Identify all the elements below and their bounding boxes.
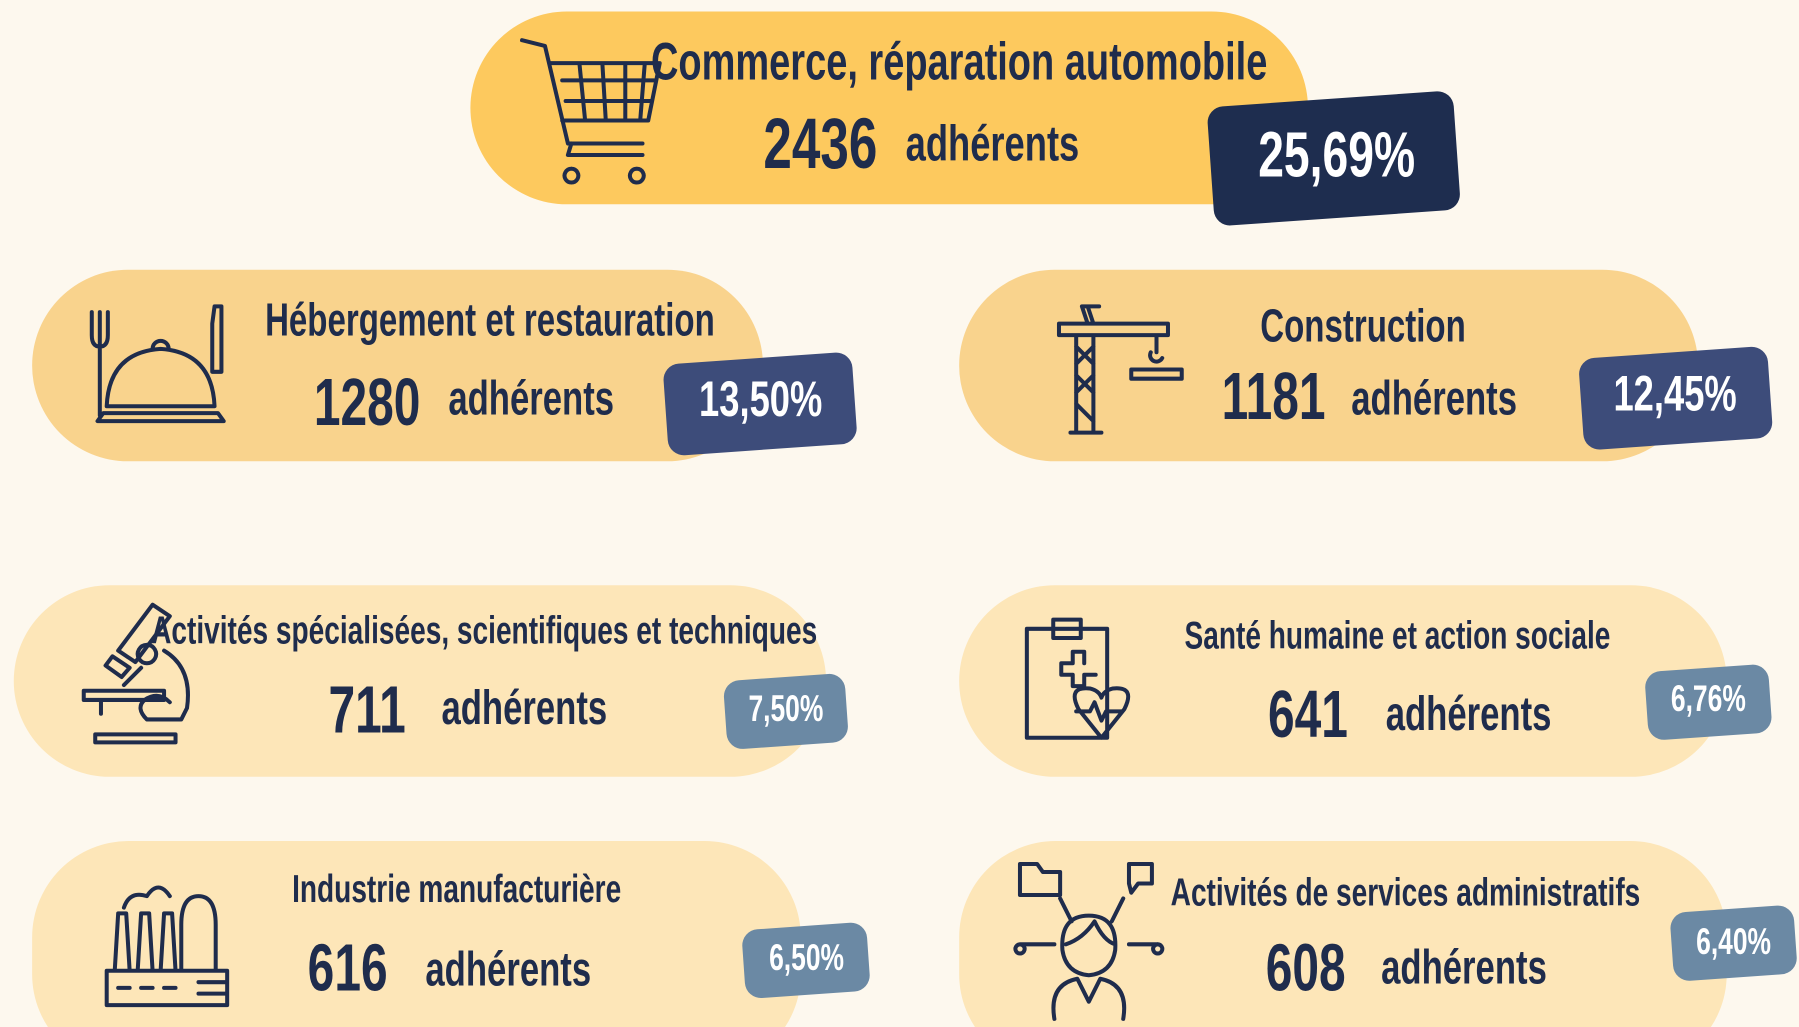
icon xyxy=(81,602,190,745)
percent-badge xyxy=(742,922,870,998)
percent-label-wrap: 12,45% xyxy=(1613,366,1736,422)
percent-label: 13,50% xyxy=(699,371,822,427)
member-unit: adhérents xyxy=(1386,686,1552,740)
icon xyxy=(520,38,662,185)
percent-label-wrap: 6,76% xyxy=(1671,678,1746,719)
percent-label: 6,76% xyxy=(1671,678,1746,719)
member-unit-wrap: adhérents xyxy=(906,116,1080,172)
member-count-wrap: 608 xyxy=(1266,932,1346,1005)
sector-card: Hébergement et restauration 1280 adhérents… xyxy=(32,269,857,462)
member-unit: adhérents xyxy=(448,371,614,425)
percent-badge xyxy=(1207,91,1460,226)
percent-label-wrap: 13,50% xyxy=(699,371,822,427)
member-count: 711 xyxy=(328,674,405,747)
member-unit-wrap: adhérents xyxy=(1386,686,1552,740)
member-unit: adhérents xyxy=(441,681,607,735)
icon xyxy=(1024,617,1131,740)
sector-card: Industrie manufacturière 616 adhérents 6,50… xyxy=(32,841,870,1027)
badge-box xyxy=(1670,905,1797,981)
badge-box xyxy=(1207,91,1460,226)
sector-label-wrap: Hébergement et restauration xyxy=(265,296,715,346)
member-count: 616 xyxy=(308,932,388,1005)
member-unit-wrap: adhérents xyxy=(1351,371,1517,425)
sector-label: Activités spécialisées, scientifiques et… xyxy=(151,609,817,653)
badge-box xyxy=(742,922,870,998)
sector-card: Activités spécialisées, scientifiques et… xyxy=(13,585,848,777)
sector-card: Activités de services administratifs 608 a… xyxy=(959,841,1797,1027)
member-count-wrap: 2436 xyxy=(763,105,877,184)
sector-label-wrap: Activités spécialisées, scientifiques et… xyxy=(151,609,817,653)
sector-card: Construction 1181 adhérents 12,45% xyxy=(959,269,1773,462)
percent-label-wrap: 6,50% xyxy=(769,937,844,978)
badge-box xyxy=(723,673,848,749)
sector-label: Santé humaine et action sociale xyxy=(1185,614,1611,658)
pill xyxy=(470,11,1308,205)
member-count: 641 xyxy=(1268,678,1348,751)
badge-box xyxy=(1579,346,1773,450)
member-unit: adhérents xyxy=(1381,940,1547,994)
sector-label: Construction xyxy=(1260,301,1465,351)
sector-card: Santé humaine et action sociale 641 adhére… xyxy=(959,585,1772,777)
sector-label: Commerce, réparation automobile xyxy=(651,31,1267,91)
percent-badge xyxy=(663,352,857,456)
member-unit-wrap: adhérents xyxy=(441,681,607,735)
member-unit-wrap: adhérents xyxy=(1381,940,1547,994)
badge-box xyxy=(663,352,857,456)
sector-label: Industrie manufacturière xyxy=(292,867,621,911)
member-count: 1181 xyxy=(1222,361,1326,434)
percent-badge xyxy=(1670,905,1797,981)
badge-box xyxy=(1645,664,1772,740)
percent-label-wrap: 25,69% xyxy=(1258,118,1415,190)
member-count-wrap: 616 xyxy=(308,932,388,1005)
pill xyxy=(959,841,1727,1027)
percent-badge xyxy=(1579,346,1773,450)
percent-label-wrap: 7,50% xyxy=(748,688,823,729)
sector-label-wrap: Santé humaine et action sociale xyxy=(1185,614,1611,658)
member-unit-wrap: adhérents xyxy=(425,942,591,996)
member-unit: adhérents xyxy=(906,116,1080,172)
icon xyxy=(1013,861,1165,1021)
pill xyxy=(959,585,1727,777)
sector-card: Commerce, réparation automobile 2436 adhér… xyxy=(470,11,1460,226)
percent-label: 25,69% xyxy=(1258,118,1415,190)
sector-label-wrap: Activités de services administratifs xyxy=(1171,871,1641,915)
member-count: 2436 xyxy=(763,105,877,184)
icon xyxy=(104,885,230,1008)
sector-label: Hébergement et restauration xyxy=(265,296,715,346)
percent-badge xyxy=(723,673,848,749)
percent-label: 6,50% xyxy=(769,937,844,978)
member-count-wrap: 1280 xyxy=(314,366,421,439)
member-count-wrap: 711 xyxy=(328,674,405,747)
member-unit: adhérents xyxy=(1351,371,1517,425)
member-count: 1280 xyxy=(314,366,421,439)
sector-label: Activités de services administratifs xyxy=(1171,871,1641,915)
pill xyxy=(13,585,827,777)
percent-label-wrap: 6,40% xyxy=(1696,921,1771,962)
percent-badge xyxy=(1645,664,1772,740)
icon xyxy=(1056,304,1184,435)
sector-label-wrap: Industrie manufacturière xyxy=(292,867,621,911)
sector-label-wrap: Construction xyxy=(1260,301,1465,351)
percent-label: 6,40% xyxy=(1696,921,1771,962)
member-count-wrap: 1181 xyxy=(1222,361,1326,434)
member-count: 608 xyxy=(1266,932,1346,1005)
member-unit-wrap: adhérents xyxy=(448,371,614,425)
member-count-wrap: 641 xyxy=(1268,678,1348,751)
percent-label: 7,50% xyxy=(748,688,823,729)
icon xyxy=(89,304,226,424)
percent-label: 12,45% xyxy=(1613,366,1736,422)
sector-label-wrap: Commerce, réparation automobile xyxy=(651,31,1267,91)
pill xyxy=(959,269,1699,462)
member-unit: adhérents xyxy=(425,942,591,996)
